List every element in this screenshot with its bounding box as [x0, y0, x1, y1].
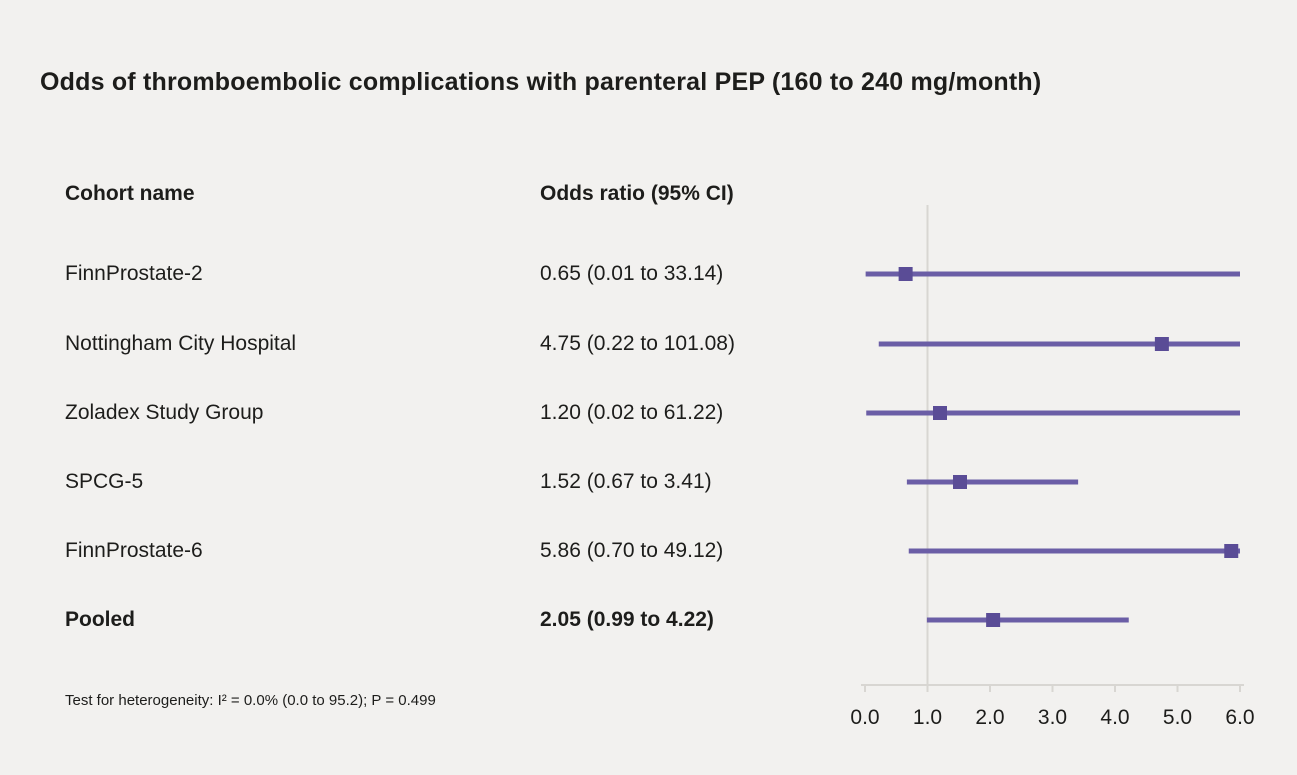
point-estimate-marker: [1154, 337, 1169, 351]
odds-ratio-value: 0.65 (0.01 to 33.14): [540, 262, 724, 285]
x-axis-tick-label: 2.0: [975, 706, 1005, 729]
point-estimate-marker: [953, 475, 967, 489]
cohort-name: SPCG-5: [65, 470, 144, 493]
cohort-name: Zoladex Study Group: [65, 401, 264, 424]
x-axis-tick-label: 6.0: [1225, 706, 1255, 729]
odds-ratio-value: 2.05 (0.99 to 4.22): [540, 608, 714, 631]
cohort-name: FinnProstate-6: [65, 539, 203, 562]
x-axis-tick-label: 0.0: [850, 706, 880, 729]
point-estimate-marker: [1224, 544, 1239, 558]
odds-ratio-value: 1.20 (0.02 to 61.22): [540, 401, 724, 424]
odds-ratio-value: 1.52 (0.67 to 3.41): [540, 470, 712, 493]
point-estimate-marker: [898, 267, 913, 281]
odds-ratio-value: 5.86 (0.70 to 49.12): [540, 539, 724, 562]
point-estimate-marker: [933, 406, 947, 420]
x-axis-tick-label: 5.0: [1162, 706, 1193, 729]
heterogeneity-footnote: Test for heterogeneity: I² = 0.0% (0.0 t…: [65, 692, 436, 709]
column-header-odds-ratio: Odds ratio (95% CI): [540, 182, 734, 205]
x-axis-tick-label: 3.0: [1037, 706, 1068, 729]
x-axis-tick-label: 4.0: [1100, 706, 1130, 729]
chart-title: Odds of thromboembolic complications wit…: [40, 68, 1042, 96]
cohort-name: Pooled: [65, 608, 136, 631]
cohort-name: FinnProstate-2: [65, 262, 203, 285]
odds-ratio-value: 4.75 (0.22 to 101.08): [540, 332, 735, 355]
cohort-name: Nottingham City Hospital: [65, 332, 297, 355]
column-header-cohort: Cohort name: [65, 182, 195, 205]
point-estimate-marker: [986, 613, 1001, 627]
x-axis-tick-label: 1.0: [912, 706, 943, 729]
